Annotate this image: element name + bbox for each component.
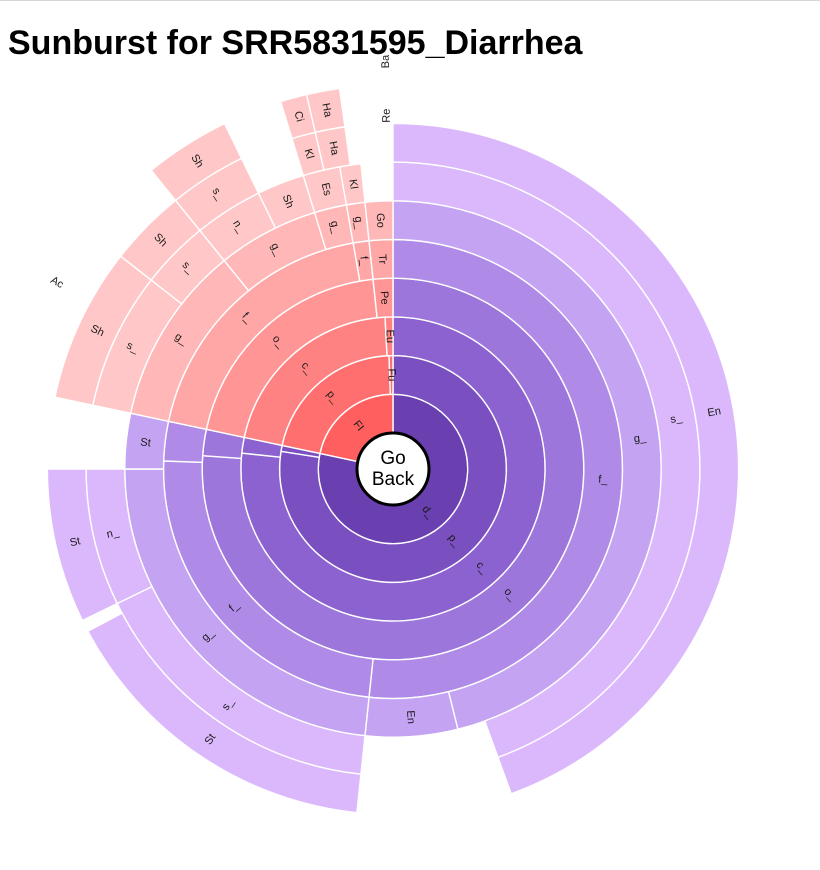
top-rule [0, 0, 820, 1]
segment-label: g_ [328, 220, 343, 236]
segment-label: Kl [346, 178, 359, 189]
go-back-circle[interactable] [355, 431, 431, 507]
sunburst-segment[interactable] [46, 468, 119, 622]
segment-label: Ha [326, 140, 341, 157]
segment-label: g_ [352, 216, 366, 231]
segment-label: Es [319, 182, 334, 198]
segment-label: Ha [319, 102, 334, 119]
segment-label: g_ [633, 432, 647, 446]
segment-label: Kl [302, 148, 316, 161]
segment-label: Fu [385, 368, 397, 381]
sunburst-segment[interactable] [305, 87, 346, 134]
segment-label: Pe [378, 291, 391, 305]
segment-label: En [707, 405, 722, 419]
segment-label: Tr [376, 254, 389, 265]
outer-label: Re [381, 109, 393, 123]
outer-label: Ba [380, 54, 392, 69]
segment-label: St [140, 436, 152, 449]
sunburst-segment[interactable] [150, 122, 243, 202]
segment-label: Sh [280, 193, 296, 210]
segment-label: f_ [598, 474, 609, 487]
sunburst-segment[interactable] [392, 122, 740, 795]
segment-label: En [404, 710, 417, 724]
segment-label: St [69, 535, 82, 549]
segment-label: s_ [669, 412, 683, 426]
page-title: Sunburst for SRR5831595_Diarrhea [8, 24, 583, 62]
sunburst-segments [46, 87, 740, 814]
segment-label: Eu [383, 329, 395, 343]
go-back-button[interactable]: Go Back [355, 431, 431, 507]
segment-label: Go [374, 213, 387, 228]
go-back-label-line2[interactable]: Back [372, 469, 415, 490]
outer-label: Ac [48, 274, 65, 291]
segment-label: Sh [89, 323, 106, 340]
sunburst-segment[interactable] [364, 200, 394, 242]
segment-label: Ci [291, 110, 305, 123]
segment-label: n_ [105, 526, 120, 541]
segment-label: f_ [357, 255, 370, 267]
sunburst-segment[interactable] [86, 612, 362, 814]
go-back-label-line1[interactable]: Go [380, 448, 405, 469]
sunburst-labels: d_FIp_p_Fuc_c_Euo_o_Pef_f_f_f_ Trg_Eng_St… [48, 54, 722, 747]
